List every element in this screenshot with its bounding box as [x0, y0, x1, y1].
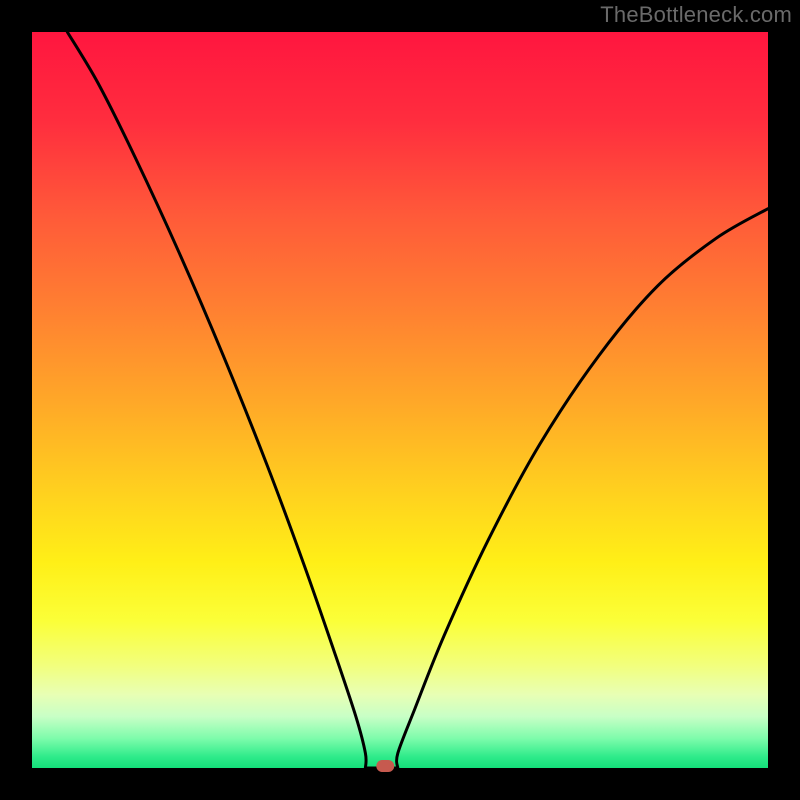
notch-marker	[376, 760, 394, 772]
watermark-text: TheBottleneck.com	[600, 2, 792, 28]
curve-layer	[0, 0, 800, 800]
bottleneck-curve	[67, 32, 768, 768]
chart-canvas: TheBottleneck.com	[0, 0, 800, 800]
